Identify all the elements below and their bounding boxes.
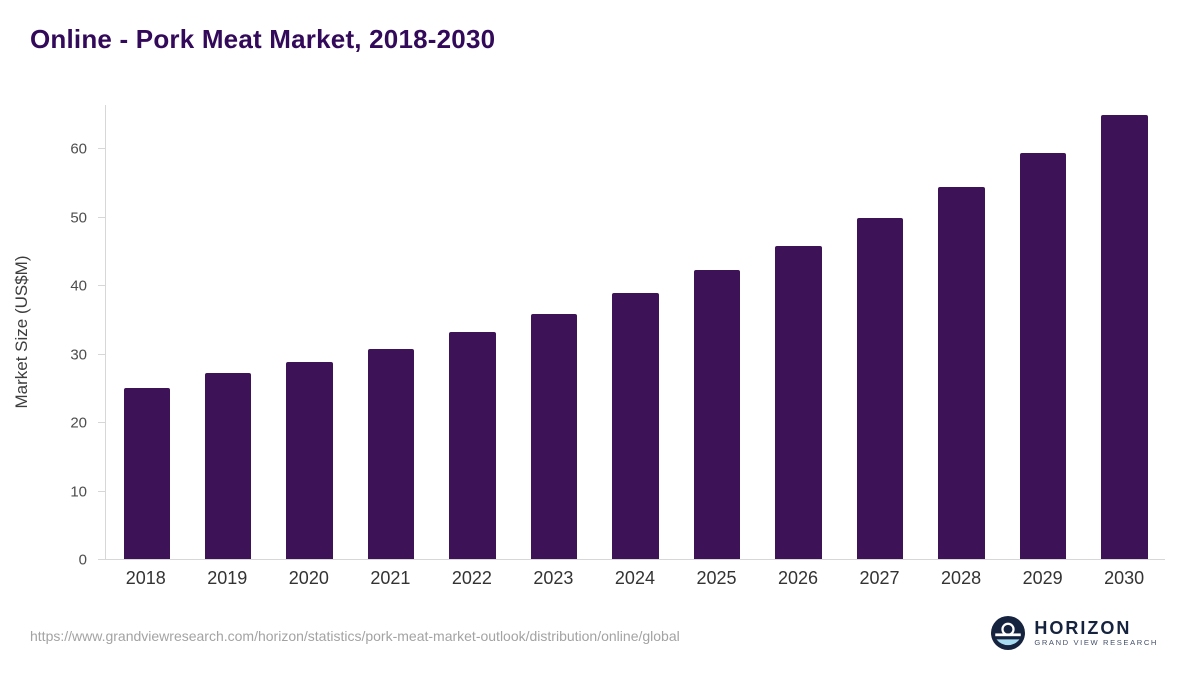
y-axis-title: Market Size (US$M) [12, 255, 31, 409]
bar-slot [432, 105, 513, 559]
y-tick-mark [98, 216, 105, 218]
horizon-logo-title: HORIZON [1034, 617, 1132, 638]
x-label-2026: 2026 [777, 568, 819, 588]
y-tick-mark [98, 148, 105, 150]
bar-2027 [856, 217, 904, 559]
bar-slot [106, 105, 187, 559]
bar-2030 [1101, 115, 1148, 559]
bar-2022 [449, 332, 496, 559]
bar-2025 [693, 270, 741, 559]
y-tick-mark [98, 353, 105, 355]
bar-slot [269, 105, 350, 559]
bar-slot [1002, 105, 1083, 559]
x-label-2027: 2027 [859, 568, 900, 588]
x-label-2021: 2021 [370, 568, 411, 588]
y-tick-label: 40 [70, 277, 87, 295]
x-label-2025: 2025 [696, 568, 737, 588]
y-tick-label: 30 [70, 346, 87, 364]
x-label-2028: 2028 [941, 568, 982, 588]
bars-row [106, 105, 1165, 559]
y-tick-mark [98, 422, 105, 424]
x-label-2029: 2029 [1022, 568, 1063, 588]
x-label-2020: 2020 [288, 568, 329, 588]
x-label-2030: 2030 [1104, 568, 1145, 588]
y-axis: 0 10 20 30 40 50 60 [0, 105, 105, 569]
bar-2024 [612, 292, 659, 559]
y-tick-label: 50 [70, 209, 87, 227]
bar-slot [350, 105, 431, 559]
bar-slot [921, 105, 1002, 559]
chart-title: Online - Pork Meat Market, 2018-2030 [30, 24, 496, 54]
horizon-logo: HORIZON GRAND VIEW RESEARCH [991, 616, 1158, 650]
horizon-logo-text: HORIZON GRAND VIEW RESEARCH [1034, 617, 1158, 648]
bar-slot [1084, 105, 1165, 559]
bar-2028 [938, 186, 985, 559]
x-label-2022: 2022 [451, 568, 492, 588]
bar-2021 [367, 349, 415, 559]
bar-2020 [286, 362, 333, 559]
x-axis-labels: 2018 2019 2020 2021 2022 2023 2024 2025 2026 2027… [105, 568, 1165, 589]
bar-slot [513, 105, 594, 559]
y-tick-label: 20 [70, 414, 87, 432]
bar-2018 [123, 388, 170, 559]
bar-2026 [775, 245, 822, 559]
horizon-logo-subtitle: GRAND VIEW RESEARCH [1034, 638, 1158, 648]
bar-slot [187, 105, 268, 559]
y-tick-label: 10 [70, 483, 87, 501]
bar-2029 [1019, 153, 1067, 559]
y-tick-mark [98, 559, 105, 560]
bar-2023 [530, 313, 578, 559]
x-label-2018: 2018 [125, 568, 166, 588]
bar-slot [758, 105, 839, 559]
x-label-2024: 2024 [614, 568, 655, 588]
y-tick-label: 60 [70, 140, 87, 158]
y-tick-mark [98, 285, 105, 287]
bar-slot [676, 105, 757, 559]
plot-area [105, 105, 1165, 560]
bar-slot [839, 105, 920, 559]
source-url: https://www.grandviewresearch.com/horizo… [30, 628, 680, 644]
bar-2019 [204, 372, 252, 559]
y-tick-label: 0 [78, 551, 87, 569]
x-label-2019: 2019 [207, 568, 248, 588]
bar-slot [595, 105, 676, 559]
horizon-logo-icon [991, 616, 1026, 650]
y-tick-mark [98, 490, 105, 492]
x-label-2023: 2023 [533, 568, 574, 588]
